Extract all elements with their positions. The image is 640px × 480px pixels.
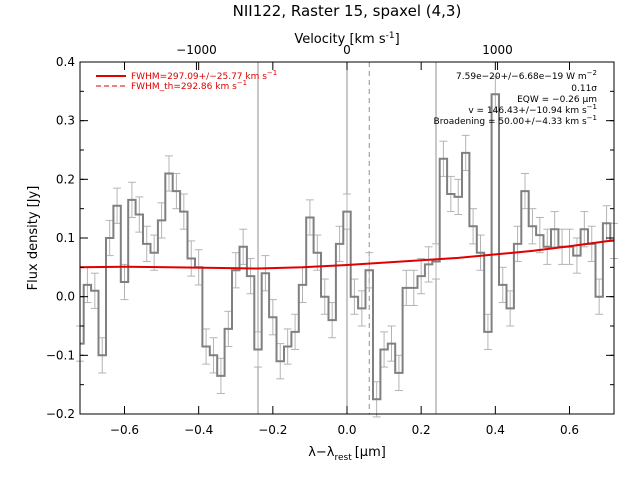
fit-annotations: 7.59e−20+/−6.68e−19 W m−2 0.11σ EQW = −0… (434, 69, 598, 127)
x-tick-label: 0.6 (560, 423, 579, 437)
y-tick-label: −0.2 (46, 407, 75, 421)
legend: FWHM=297.09+/−25.77 km s−1 FWHM_th=292.8… (96, 69, 277, 92)
x-tick-label: −0.4 (184, 423, 213, 437)
legend-th-label: FWHM_th=292.86 km s−1 (131, 79, 247, 92)
y-tick-label: 0.4 (56, 55, 75, 69)
spectrum-line (80, 93, 614, 401)
annotation-velocity: v = 146.43+/−10.94 km s−1 (468, 103, 597, 116)
y-axis-label: Flux density [Jy] (26, 186, 41, 291)
x-tick-label: −0.2 (258, 423, 287, 437)
y-tick-label: −0.1 (46, 348, 75, 362)
x-tick-label: −0.6 (110, 423, 139, 437)
fit-line (79, 239, 615, 270)
top-axis-label: Velocity [km s-1] (294, 31, 399, 47)
y-tick-label: 0.2 (56, 172, 75, 186)
annotation-eqw: EQW = −0.26 μm (517, 95, 597, 105)
x-tick-label: 0.2 (412, 423, 431, 437)
annotation-broadening: Broadening = 50.00+/−4.33 km s−1 (434, 114, 597, 127)
annotation-sigma: 0.11σ (571, 84, 597, 94)
top-tick-label: −1000 (176, 43, 217, 57)
y-tick-label: 0.1 (56, 231, 75, 245)
legend-fit-label: FWHM=297.09+/−25.77 km s−1 (131, 69, 277, 82)
top-tick-label: 1000 (482, 43, 513, 57)
x-axis-label: λ−λrest [μm] (308, 445, 386, 463)
annotation-flux: 7.59e−20+/−6.68e−19 W m−2 (456, 69, 597, 82)
top-tick-label: 0 (343, 43, 351, 57)
x-tick-label: 0.4 (486, 423, 505, 437)
y-tick-label: 0.0 (56, 290, 75, 304)
y-tick-label: 0.3 (56, 114, 75, 128)
chart-title: NII122, Raster 15, spaxel (4,3) (233, 2, 462, 20)
x-tick-label: 0.0 (337, 423, 356, 437)
